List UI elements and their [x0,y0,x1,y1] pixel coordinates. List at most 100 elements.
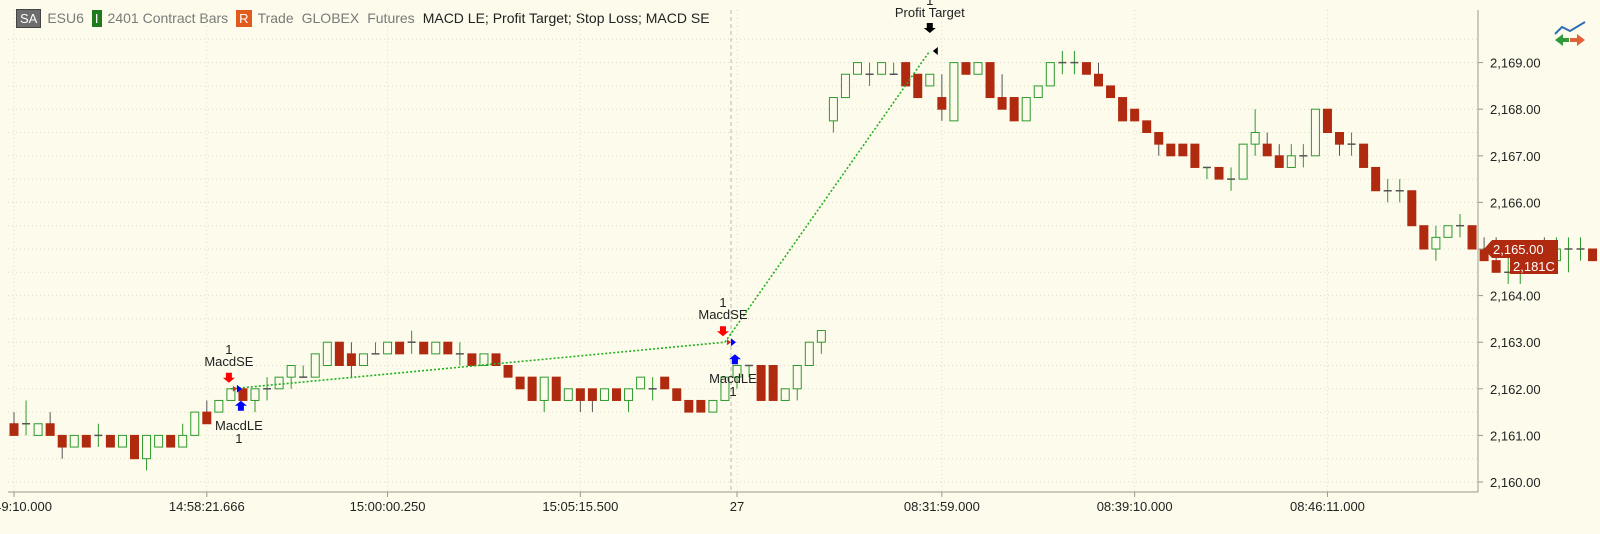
candle-body [1335,132,1344,145]
signal-qty: 1 [225,342,232,357]
strategies-label[interactable]: MACD LE; Profit Target; Stop Loss; MACD … [422,10,710,26]
candle [154,434,164,448]
candle [334,341,344,367]
candle [768,365,778,401]
candle [1395,179,1404,203]
candle [587,388,597,413]
candle [599,388,609,401]
price-tick-label: 2,169.00 [1490,56,1541,71]
exit-tick-icon [932,46,938,55]
candle [33,423,43,436]
candle-body [491,353,501,367]
candle [1058,50,1067,75]
candle-body [1322,108,1332,133]
account-selector[interactable]: SA [16,8,42,28]
candle [1467,225,1477,250]
candle-body [334,341,344,367]
candle [178,423,188,448]
candle [1419,225,1429,250]
candle [299,365,308,378]
candle-body [780,388,790,401]
candle-body [1238,143,1248,180]
candle [624,388,634,413]
candle-body [636,376,646,390]
candle-body [69,434,79,448]
candle-body [1250,132,1260,145]
chart-trader-icon[interactable] [1552,20,1588,54]
candle-body [154,434,164,448]
time-axis: 14:49:10.000 14:58:21.666 15:00:00.250 15:0… [0,491,1478,514]
candle-body [551,376,561,401]
candle [804,341,814,367]
candle-body [274,376,284,390]
candle-body [708,399,718,413]
price-tick-label: 2,168.00 [1490,102,1541,117]
candle-body [81,434,91,448]
countdown-badge [1510,258,1558,274]
candle-body [395,341,405,355]
entry-tick-icon [726,339,731,346]
candle [1227,167,1236,191]
price-tick-label: 2,163.00 [1490,335,1541,350]
candle-body [1588,248,1598,262]
candle [985,62,995,99]
candle [9,412,19,436]
candle-body [358,353,368,367]
candle-body [575,388,585,401]
candle-body [925,73,935,87]
time-tick-label: 15:00:00.250 [350,499,426,514]
candle-body [804,341,814,367]
candle [1118,97,1128,122]
last-price-badge [1484,240,1558,258]
candle [1178,143,1188,157]
time-tick-label: 08:39:10.000 [1097,499,1173,514]
candle [1359,143,1369,168]
candle-body [612,388,621,401]
replay-button[interactable]: R [236,9,252,27]
candle-body [660,376,670,390]
candle-body [913,73,923,99]
candle [563,388,573,401]
candle-body [997,97,1007,110]
candle [443,341,453,355]
signal-label: MacdSE [698,307,747,322]
candle-body [1491,260,1501,273]
candle [1588,248,1598,262]
instrument-label[interactable]: ESU6 [47,10,84,26]
candle [1106,85,1116,99]
candle [94,423,103,448]
countdown-label: 2,181C [1513,259,1555,274]
candle-body [1009,97,1019,122]
indicators-button[interactable]: I [91,9,102,27]
candle-body [985,62,995,99]
candle-body [937,97,947,110]
entry-tick-icon [236,384,242,393]
candle-body [1106,85,1116,99]
candle-body [672,388,682,401]
candle [57,434,67,459]
candle-body [9,423,19,436]
candle [1274,144,1284,168]
candle-body [45,423,55,436]
candle [105,434,115,448]
buy-arrow-icon [234,400,247,411]
candle [853,62,862,75]
candle [214,399,224,413]
candle-body [467,353,477,367]
candle [1021,97,1031,122]
signal-label: MacdLE [215,418,263,433]
candle-body [599,388,609,401]
candle [1166,143,1176,157]
candle [503,365,513,378]
candle-body [792,365,802,390]
candle [45,412,55,436]
candle [467,353,477,367]
bar-spec-label[interactable]: 2401 Contract Bars [107,10,229,26]
candle-body [214,399,224,413]
candle [1371,166,1381,192]
price-tick-label: 2,167.00 [1490,149,1541,164]
candle [130,434,139,460]
candle [238,388,248,401]
